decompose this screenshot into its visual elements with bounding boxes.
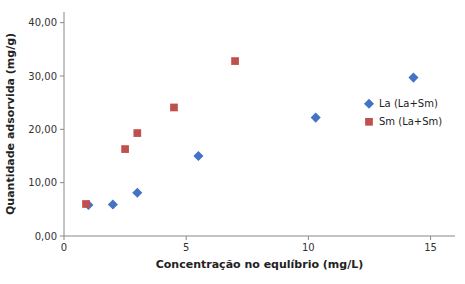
point [193, 151, 203, 161]
point [132, 188, 142, 198]
point [108, 199, 118, 209]
point [408, 73, 418, 83]
chart: 0 5 10 15 0,00 10,00 20,00 30,00 40,00 Concentraç… [0, 0, 465, 284]
axes: 0 5 10 15 0,00 10,00 20,00 30,00 40,00 [28, 12, 455, 253]
y-tick-label: 10,00 [28, 177, 57, 188]
legend: La (La+Sm) Sm (La+Sm) [359, 92, 455, 134]
x-tick [64, 236, 65, 240]
y-tick-label: 0,00 [35, 231, 57, 242]
y-tick-label: 20,00 [28, 124, 57, 135]
x-tick [308, 236, 309, 240]
legend-marker [364, 99, 374, 109]
x-tick [430, 236, 431, 240]
x-tick-label: 5 [183, 242, 189, 253]
y-axis-line [64, 12, 65, 236]
legend-label: Sm (La+Sm) [379, 116, 442, 127]
x-tick-label: 10 [302, 242, 315, 253]
y-tick [60, 76, 64, 77]
y-tick [60, 22, 64, 23]
point [82, 200, 90, 208]
x-tick [186, 236, 187, 240]
series [82, 57, 239, 208]
x-axis-label: Concentração no equlíbrio (mg/L) [156, 258, 364, 271]
y-tick [60, 129, 64, 130]
legend-box [359, 92, 455, 134]
point [311, 113, 321, 123]
x-axis-line [64, 236, 455, 237]
y-tick [60, 236, 64, 237]
y-tick-label: 30,00 [28, 71, 57, 82]
y-tick-label: 40,00 [28, 17, 57, 28]
y-tick [60, 182, 64, 183]
point [121, 145, 129, 153]
x-tick-label: 15 [424, 242, 437, 253]
legend-marker [365, 118, 373, 126]
point [133, 129, 141, 137]
legend-label: La (La+Sm) [379, 98, 438, 109]
y-axis-label: Quantidade adsorvida (mg/g) [4, 33, 17, 215]
x-tick-label: 0 [61, 242, 67, 253]
point [231, 57, 239, 65]
point [170, 104, 178, 112]
